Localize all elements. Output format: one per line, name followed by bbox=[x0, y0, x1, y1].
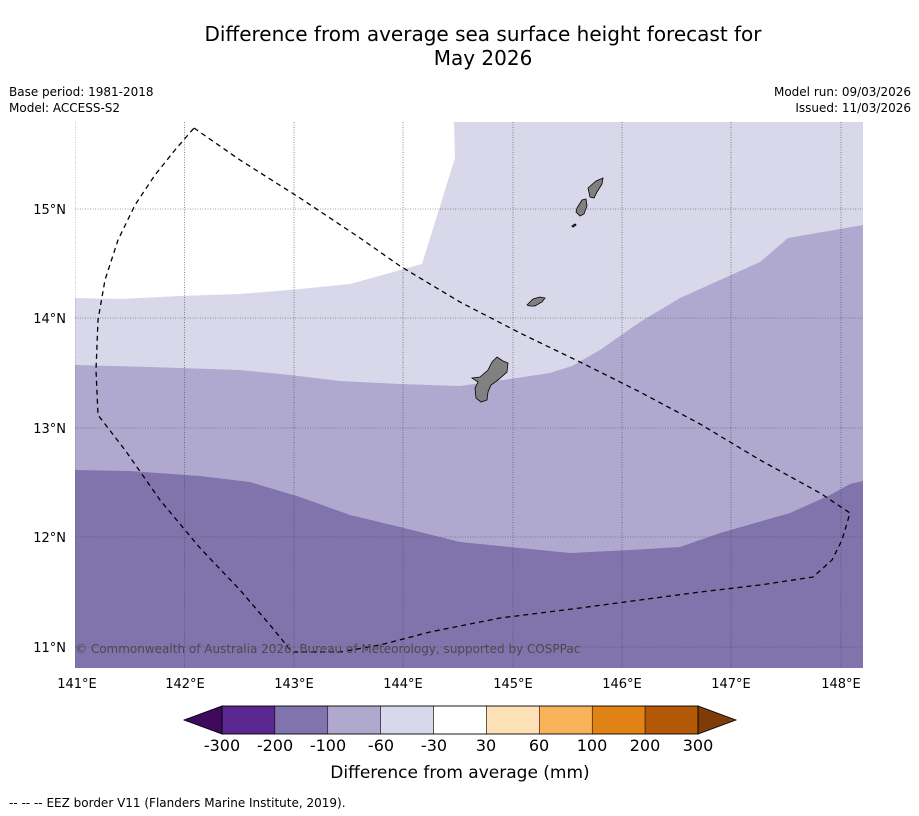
map-title: Difference from average sea surface heig… bbox=[0, 22, 919, 70]
colorbar-cell bbox=[327, 705, 381, 735]
cb-tick-2: -100 bbox=[310, 736, 346, 755]
title-line-2: May 2026 bbox=[433, 46, 533, 70]
eez-border bbox=[95, 127, 851, 653]
colorbar: -300 -200 -100 -60 -30 30 60 100 200 300… bbox=[182, 705, 738, 783]
colorbar-label: Difference from average (mm) bbox=[330, 763, 589, 783]
lon-tick-141: 141°E bbox=[57, 677, 97, 692]
lon-tick-147: 147°E bbox=[711, 677, 751, 692]
cb-tick-3: -60 bbox=[368, 736, 394, 755]
lat-tick-13: 13°N bbox=[33, 422, 66, 437]
band-minus-200-to-minus-100 bbox=[75, 470, 863, 668]
island-guam bbox=[470, 356, 509, 403]
colorbar-cell bbox=[221, 705, 276, 735]
colorbar-over-arrow bbox=[697, 705, 738, 735]
colorbar-frame bbox=[221, 705, 699, 735]
island-tinian bbox=[575, 198, 588, 217]
cb-tick-9: 300 bbox=[683, 736, 714, 755]
lon-tick-148: 148°E bbox=[821, 677, 861, 692]
colorbar-cell bbox=[274, 705, 329, 735]
cb-tick-0: -300 bbox=[204, 736, 240, 755]
eez-legend-symbol: -- -- -- bbox=[9, 796, 43, 810]
island-aguijan bbox=[571, 223, 577, 228]
gridlines bbox=[75, 122, 863, 668]
colorbar-cell bbox=[539, 705, 593, 735]
lon-tick-labels: 141°E 142°E 143°E 144°E 145°E 146°E 147°… bbox=[57, 677, 861, 692]
colorbar-cell bbox=[644, 705, 699, 735]
colorbar-cells bbox=[221, 705, 699, 735]
meta-left: Base period: 1981-2018 Model: ACCESS-S2 bbox=[9, 84, 154, 116]
lon-tick-142: 142°E bbox=[165, 677, 205, 692]
colorbar-cell bbox=[591, 705, 646, 735]
cb-tick-4: -30 bbox=[421, 736, 447, 755]
lat-tick-labels: 15°N 14°N 13°N 12°N 11°N bbox=[33, 203, 66, 656]
lat-tick-11: 11°N bbox=[33, 641, 66, 656]
issued-text: Issued: 11/03/2026 bbox=[795, 101, 911, 115]
lat-tick-14: 14°N bbox=[33, 312, 66, 327]
meta-right: Model run: 09/03/2026 Issued: 11/03/2026 bbox=[774, 84, 911, 116]
cb-tick-5: 30 bbox=[476, 736, 496, 755]
colorbar-cell bbox=[380, 705, 434, 735]
island-saipan bbox=[587, 177, 604, 199]
lon-tick-146: 146°E bbox=[602, 677, 642, 692]
lat-tick-12: 12°N bbox=[33, 531, 66, 546]
colorbar-ticks: -300 -200 -100 -60 -30 30 60 100 200 300 bbox=[204, 736, 713, 755]
colorbar-under-arrow bbox=[182, 705, 223, 735]
model-run-text: Model run: 09/03/2026 bbox=[773, 85, 911, 99]
base-period-text: Base period: 1981-2018 bbox=[9, 85, 154, 99]
title-line-1: Difference from average sea surface heig… bbox=[204, 22, 762, 46]
lon-tick-145: 145°E bbox=[493, 677, 533, 692]
colorbar-cell bbox=[433, 705, 487, 735]
map-area bbox=[75, 122, 863, 668]
cb-tick-7: 100 bbox=[577, 736, 608, 755]
lon-tick-143: 143°E bbox=[274, 677, 314, 692]
copyright-text: © Commonwealth of Australia 2026, Bureau… bbox=[75, 642, 580, 656]
footer-legend: -- -- -- EEZ border V11 (Flanders Marine… bbox=[9, 796, 346, 810]
cb-tick-1: -200 bbox=[257, 736, 293, 755]
cb-tick-8: 200 bbox=[630, 736, 661, 755]
island-rota bbox=[526, 296, 546, 307]
lon-tick-144: 144°E bbox=[383, 677, 423, 692]
model-text: Model: ACCESS-S2 bbox=[9, 101, 121, 115]
lat-tick-15: 15°N bbox=[33, 203, 66, 218]
land-islands bbox=[470, 177, 604, 403]
colorbar-cell bbox=[486, 705, 540, 735]
cb-tick-6: 60 bbox=[529, 736, 549, 755]
eez-legend-text: EEZ border V11 (Flanders Marine Institut… bbox=[46, 796, 346, 810]
